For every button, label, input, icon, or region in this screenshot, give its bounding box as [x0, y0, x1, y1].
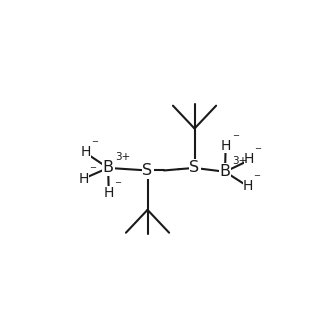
Text: 3+: 3+: [232, 156, 247, 166]
Text: H: H: [104, 186, 114, 200]
Text: H: H: [244, 152, 254, 166]
Text: B: B: [103, 160, 114, 176]
Text: −: −: [232, 131, 239, 140]
Text: H: H: [81, 145, 91, 159]
Text: −: −: [91, 137, 98, 146]
Text: H: H: [221, 139, 231, 153]
Text: −: −: [114, 178, 121, 187]
Text: H: H: [79, 172, 89, 185]
Text: −: −: [254, 144, 261, 153]
Text: B: B: [219, 164, 231, 179]
Text: H: H: [243, 180, 253, 193]
Text: −: −: [253, 171, 260, 181]
Text: 3+: 3+: [115, 152, 130, 162]
Text: S: S: [189, 160, 200, 176]
Text: S: S: [143, 163, 152, 178]
Text: −: −: [89, 163, 96, 173]
